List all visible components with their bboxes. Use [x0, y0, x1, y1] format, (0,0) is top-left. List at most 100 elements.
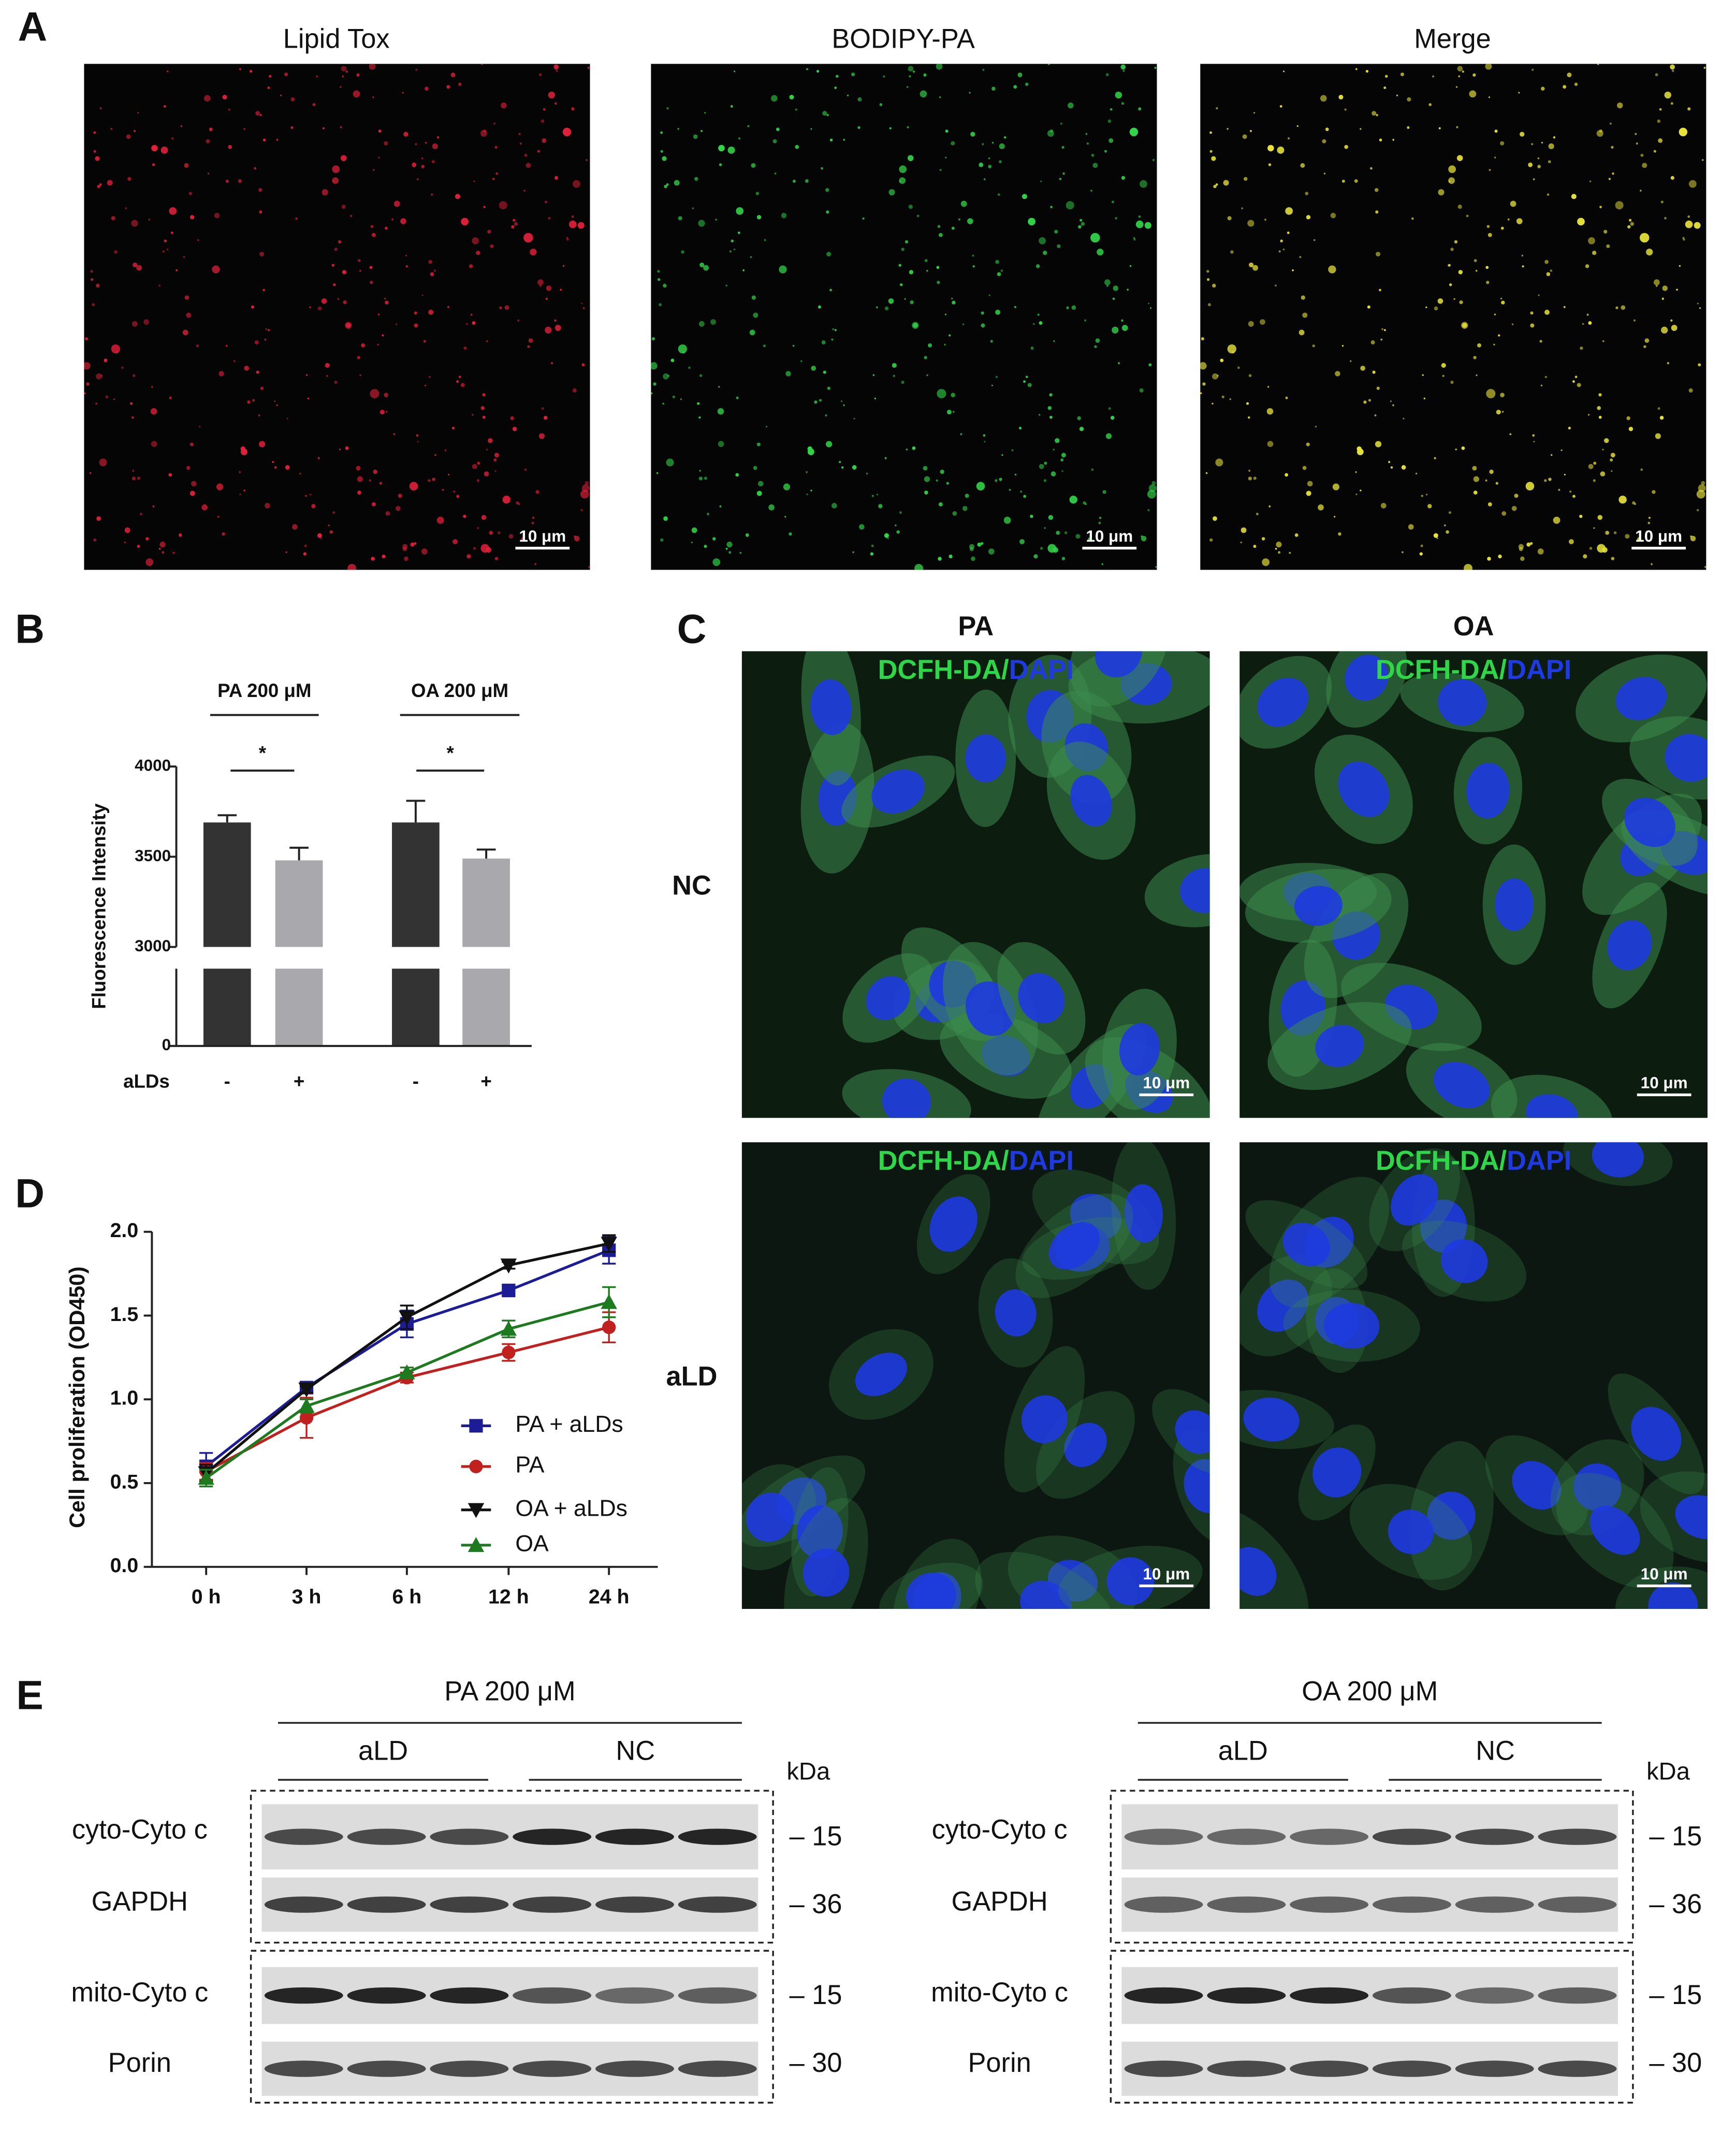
- droplet: [1102, 490, 1106, 494]
- droplet: [991, 86, 996, 91]
- band: [1207, 1828, 1286, 1845]
- droplet: [228, 144, 232, 149]
- droplet: [1532, 434, 1535, 437]
- scale-bar-label: 10 μm: [1143, 1074, 1190, 1092]
- nucleus: [866, 976, 910, 1020]
- droplet: [132, 416, 134, 419]
- droplet: [1563, 306, 1566, 308]
- droplet: [357, 490, 361, 495]
- droplet: [554, 319, 557, 322]
- droplet: [357, 356, 360, 359]
- droplet: [1221, 395, 1224, 399]
- droplet: [530, 249, 537, 256]
- blot-strip: [1121, 1967, 1618, 2024]
- droplet: [539, 285, 542, 287]
- droplet: [1550, 269, 1553, 272]
- droplet: [489, 530, 493, 535]
- droplet: [1703, 66, 1706, 69]
- droplet: [1037, 313, 1040, 316]
- droplet: [543, 415, 548, 420]
- bar: [203, 822, 251, 1046]
- droplet: [1476, 374, 1478, 376]
- droplet: [876, 306, 878, 309]
- droplet: [896, 530, 900, 534]
- droplet: [262, 288, 265, 292]
- droplet: [1105, 433, 1112, 439]
- nucleus: [1420, 1199, 1467, 1253]
- droplet: [924, 356, 927, 359]
- droplet: [651, 362, 658, 370]
- droplet: [378, 129, 382, 133]
- droplet: [1459, 300, 1463, 304]
- band: [1290, 1987, 1369, 2004]
- droplet: [490, 244, 494, 249]
- droplet: [1583, 554, 1587, 559]
- droplet: [317, 306, 322, 311]
- group-label: NC: [616, 1736, 655, 1766]
- droplet: [1598, 415, 1602, 419]
- droplet: [1653, 279, 1660, 286]
- droplet: [1043, 479, 1047, 482]
- droplet: [899, 177, 906, 184]
- droplet: [494, 470, 497, 472]
- droplet: [1472, 466, 1477, 471]
- droplet: [795, 108, 797, 111]
- droplet: [768, 504, 775, 511]
- droplet: [1374, 414, 1377, 417]
- droplet: [884, 306, 889, 311]
- blot-strip: [1121, 1877, 1618, 1932]
- droplet: [1615, 201, 1624, 210]
- droplet: [218, 371, 224, 376]
- droplet: [1525, 482, 1535, 491]
- droplet: [1546, 272, 1551, 277]
- droplet: [1528, 162, 1533, 167]
- droplet: [1548, 160, 1551, 164]
- droplet: [1636, 142, 1638, 145]
- droplet: [1457, 66, 1463, 71]
- stain-name: DAPI: [1009, 1146, 1074, 1176]
- droplet: [99, 183, 102, 186]
- droplet: [1538, 294, 1540, 296]
- droplet: [212, 265, 220, 273]
- y-tick-label: 3000: [135, 937, 171, 955]
- droplet: [719, 505, 722, 507]
- droplet: [937, 225, 941, 228]
- droplet: [258, 414, 260, 417]
- droplet: [1040, 547, 1043, 550]
- droplet: [1040, 180, 1042, 182]
- droplet: [914, 563, 924, 570]
- droplet: [1285, 396, 1288, 399]
- droplet: [255, 111, 260, 116]
- droplet: [566, 238, 569, 241]
- droplet: [416, 178, 419, 181]
- droplet: [707, 513, 709, 516]
- droplet: [763, 344, 766, 347]
- droplet: [670, 358, 675, 362]
- droplet: [1133, 237, 1135, 239]
- droplet: [1260, 319, 1265, 325]
- droplet: [840, 400, 843, 402]
- stain-name: DCFH-DA: [878, 1146, 1002, 1176]
- droplet: [726, 541, 733, 548]
- droplet: [259, 252, 265, 257]
- droplet: [981, 311, 984, 315]
- droplet: [182, 329, 188, 336]
- droplet: [1511, 323, 1514, 325]
- droplet: [259, 210, 262, 214]
- droplet: [663, 283, 667, 288]
- band: [678, 1828, 757, 1845]
- droplet: [688, 366, 691, 369]
- droplet: [216, 483, 224, 490]
- droplet: [303, 552, 307, 556]
- droplet: [1640, 153, 1644, 157]
- droplet: [136, 265, 142, 271]
- droplet: [284, 72, 288, 77]
- droplet: [1670, 102, 1673, 105]
- droplet: [222, 532, 225, 536]
- droplet: [1396, 94, 1398, 97]
- droplet: [481, 64, 483, 65]
- droplet: [234, 360, 236, 362]
- droplet: [1655, 433, 1661, 439]
- droplet: [1477, 343, 1481, 347]
